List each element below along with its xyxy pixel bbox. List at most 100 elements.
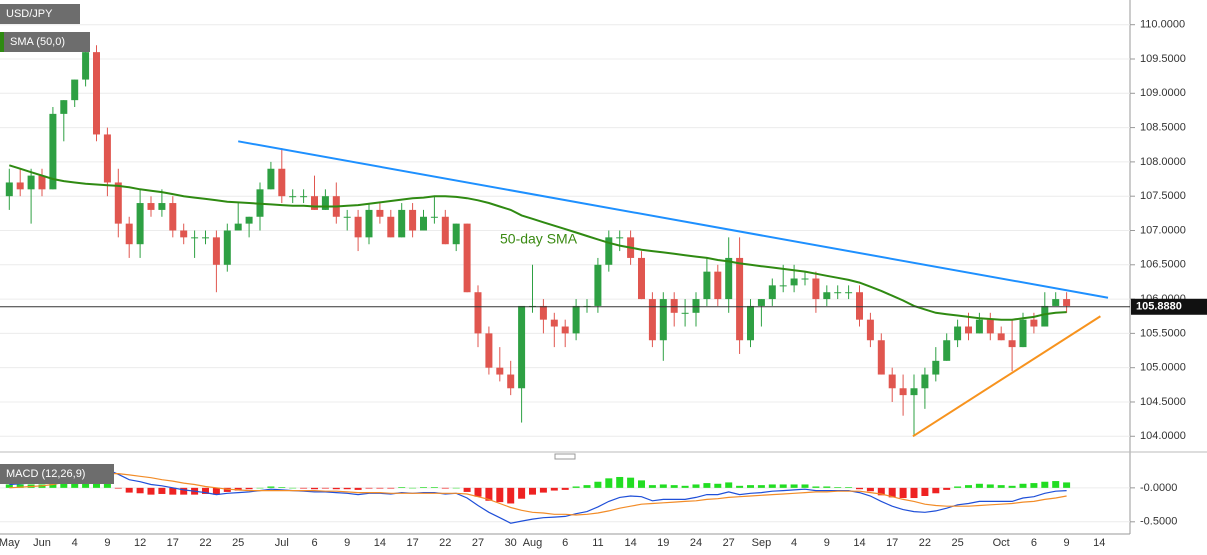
candle-body [899,388,907,396]
histogram-bar [202,487,209,494]
histogram-bar [801,484,809,488]
x-tick-label: May [0,537,20,549]
y-tick-label: 106.5000 [1140,259,1186,271]
histogram-bar [430,487,438,488]
candle-body [158,203,166,210]
histogram-bar [1041,481,1049,488]
histogram-bar [714,483,722,488]
x-tick-label: 25 [232,537,244,549]
candle-body [605,237,613,265]
candle-body [27,175,35,190]
histogram-bar [572,486,580,488]
candle-body [136,203,144,245]
y-tick-label: 104.5000 [1140,396,1186,408]
candle-body [180,230,188,238]
y-tick-label: 104.0000 [1140,430,1186,442]
y-tick-label: 107.5000 [1140,190,1186,202]
candle-body [245,216,253,224]
histogram-bar [757,485,765,488]
histogram-bar [975,483,983,488]
candle-body [49,113,57,190]
histogram-bar [387,487,395,489]
x-tick-label: 17 [167,537,179,549]
histogram-bar [507,487,515,504]
trend-line [238,140,1109,299]
histogram-bar [812,486,820,488]
candle-body [725,257,733,300]
candle-body [572,305,580,334]
candle-body [1041,305,1049,327]
histogram-bar [779,484,787,488]
histogram-bar [267,486,275,488]
candle-body [1030,319,1038,327]
x-tick-label: 22 [439,537,451,549]
histogram-bar [398,487,406,488]
histogram-bar [136,487,144,494]
candle-body [518,305,526,389]
candle-body [93,52,100,135]
candle-body [648,299,656,341]
candle-body [485,333,493,368]
candle-body [71,79,79,101]
candle-body [38,175,46,190]
candle-body [975,319,983,334]
y-tick-label: 110.0000 [1140,19,1185,31]
x-tick-label: 9 [824,537,830,549]
candle-body [714,271,722,300]
x-tick-label: 30 [505,537,517,549]
histogram-bar [768,484,776,488]
histogram-bar [834,487,842,488]
histogram-bar [256,487,264,489]
x-tick-label: 19 [657,537,669,549]
histogram-bar [452,487,460,489]
histogram-bar [943,487,951,490]
histogram-bar [594,481,602,488]
histogram-bar [932,487,940,494]
x-tick-label: 6 [562,537,568,549]
candle-body [823,292,831,300]
histogram-bar [529,487,536,495]
histogram-bar [681,485,689,488]
histogram-bar [866,487,874,492]
candle-body [234,223,242,231]
x-tick-label: Jul [275,537,289,549]
candle-body [921,374,929,389]
candle-body [82,52,90,80]
histogram-bar [332,487,340,490]
x-tick-label: 24 [690,537,702,549]
candle-body [289,196,297,198]
candle-body [430,216,438,218]
last-price-label: 105.8880 [1136,301,1182,313]
candle-body [997,333,1005,341]
histogram-bar [441,487,449,489]
histogram-bar [409,487,417,489]
histogram-bar [289,487,297,489]
candle-body [365,209,373,238]
candle-body [986,319,994,334]
candle-body [463,223,471,293]
candle-body [845,292,853,294]
candle-body [202,237,209,239]
histogram-bar [561,487,569,490]
x-tick-label: 4 [72,537,78,549]
histogram-bar [583,485,591,488]
histogram-bar [300,487,308,489]
histogram-bar [627,477,635,488]
y-tick-label: 109.0000 [1140,87,1186,99]
candle-body [311,196,318,210]
x-tick-label: Oct [993,537,1010,549]
candle-body [387,216,395,238]
candle-body [125,223,133,245]
candle-body [354,216,362,238]
x-tick-label: 27 [472,537,484,549]
candle-body [932,360,940,375]
histogram-bar [856,487,863,490]
candle-body [692,299,700,313]
candle-body [866,319,874,341]
histogram-bar [910,487,918,499]
candle-body [768,285,776,300]
histogram-bar [245,487,253,490]
histogram-bar [5,484,13,488]
candle-body [191,237,199,239]
y-tick-label: -0.5000 [1140,516,1177,528]
